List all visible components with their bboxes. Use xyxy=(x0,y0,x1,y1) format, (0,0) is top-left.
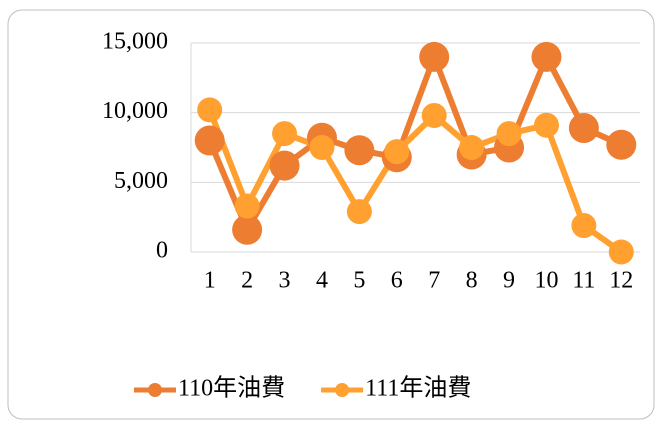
x-tick-label: 4 xyxy=(316,268,328,294)
data-point xyxy=(419,41,450,72)
x-tick-label: 12 xyxy=(609,268,633,294)
x-tick-label: 6 xyxy=(391,268,403,294)
legend-marker xyxy=(148,383,162,397)
x-tick-label: 10 xyxy=(534,268,558,294)
x-tick-label: 7 xyxy=(428,268,440,294)
y-tick-label: 5,000 xyxy=(114,168,168,194)
x-tick-label: 3 xyxy=(279,268,291,294)
data-point xyxy=(533,112,559,138)
data-point xyxy=(496,121,522,147)
data-point xyxy=(568,112,599,143)
data-point xyxy=(459,135,485,160)
data-point xyxy=(346,199,372,225)
data-point xyxy=(606,129,637,160)
legend-marker xyxy=(335,383,350,397)
y-tick-label: 0 xyxy=(156,238,168,264)
data-point xyxy=(232,214,263,245)
data-point xyxy=(272,121,298,147)
x-tick-label: 5 xyxy=(353,268,365,294)
x-tick-label: 9 xyxy=(503,268,515,294)
legend-label: 111年油費 xyxy=(365,375,471,402)
data-point xyxy=(421,102,447,128)
x-tick-label: 8 xyxy=(466,268,478,294)
y-tick-label: 10,000 xyxy=(102,98,168,124)
data-point xyxy=(608,239,634,265)
legend-label: 110年油費 xyxy=(178,375,285,402)
y-tick-label: 15,000 xyxy=(102,29,168,55)
data-point xyxy=(309,135,335,160)
data-point xyxy=(344,135,375,166)
data-point xyxy=(571,213,597,239)
data-point xyxy=(384,139,410,165)
data-point xyxy=(197,97,223,123)
legend: 110年油費 111年油費 xyxy=(134,375,471,402)
series-line xyxy=(206,108,624,255)
x-tick-label: 2 xyxy=(241,268,253,294)
data-point xyxy=(234,193,260,219)
x-tick-label: 1 xyxy=(204,268,216,294)
data-point xyxy=(269,150,300,181)
data-point xyxy=(194,125,225,156)
x-tick-label: 11 xyxy=(572,268,595,294)
data-point xyxy=(531,41,562,72)
